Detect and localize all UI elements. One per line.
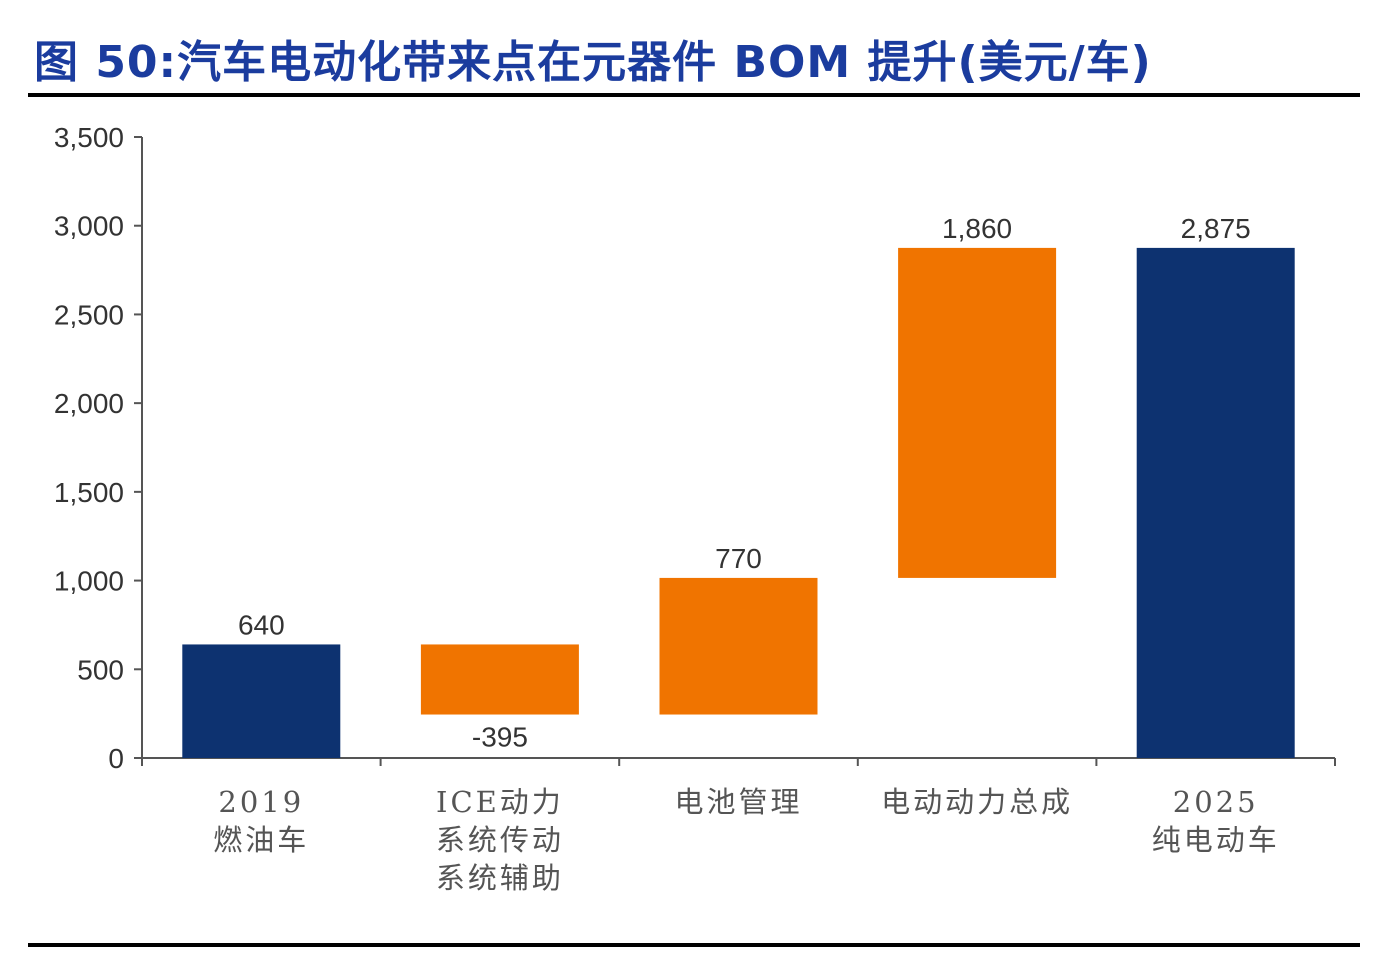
y-tick-label: 0	[108, 743, 124, 774]
category-label: 燃油车	[213, 823, 309, 857]
bar-1	[420, 644, 579, 715]
y-tick-label: 3,500	[54, 122, 124, 153]
category-label: 电池管理	[674, 785, 802, 819]
data-label: -395	[472, 722, 528, 753]
data-label: 2,875	[1181, 213, 1251, 244]
y-tick-label: 1,000	[54, 566, 124, 597]
y-tick-label: 500	[77, 654, 124, 685]
category-label: 纯电动车	[1152, 823, 1280, 857]
title-rule	[28, 93, 1360, 97]
data-label: 1,860	[942, 213, 1012, 244]
data-label: 640	[238, 609, 285, 640]
category-label: ICE动力	[436, 785, 564, 819]
y-tick-label: 2,500	[54, 299, 124, 330]
y-tick-label: 3,000	[54, 211, 124, 242]
y-tick-label: 1,500	[54, 477, 124, 508]
category-label: 2019	[218, 785, 304, 819]
bar-4	[1136, 247, 1295, 758]
y-tick-label: 2,000	[54, 388, 124, 419]
data-label: 770	[715, 543, 762, 574]
bottom-rule	[28, 943, 1360, 947]
category-label: 系统辅助	[436, 861, 564, 895]
category-label: 电动动力总成	[881, 785, 1073, 819]
bar-2	[659, 577, 818, 715]
chart-title: 图 50:汽车电动化带来点在元器件 BOM 提升(美元/车)	[34, 37, 1152, 88]
bar-3	[898, 247, 1057, 578]
category-label: 2025	[1173, 785, 1259, 819]
category-label: 系统传动	[436, 823, 564, 857]
bar-0	[182, 644, 341, 758]
